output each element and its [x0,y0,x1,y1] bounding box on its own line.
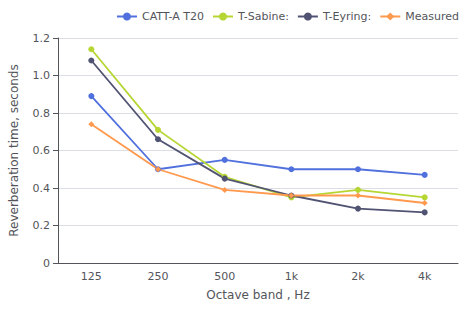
svg-text:250: 250 [148,270,169,283]
svg-text:Reverberation time, seconds: Reverberation time, seconds [7,64,21,236]
svg-text:Measured: Measured [405,10,459,23]
svg-text:T-Sabine:: T-Sabine: [237,10,289,23]
svg-text:T-Eyring:: T-Eyring: [322,10,371,23]
svg-text:1k: 1k [285,270,299,283]
svg-text:Octave band , Hz: Octave band , Hz [206,288,309,302]
svg-text:2k: 2k [351,270,365,283]
svg-text:500: 500 [214,270,235,283]
svg-text:0.4: 0.4 [33,182,51,195]
svg-text:125: 125 [81,270,102,283]
svg-text:1.0: 1.0 [33,69,51,82]
svg-text:4k: 4k [418,270,432,283]
svg-text:0: 0 [43,257,50,270]
svg-text:0.2: 0.2 [33,219,51,232]
svg-text:0.6: 0.6 [33,144,51,157]
svg-text:CATT-A T20: CATT-A T20 [142,10,204,23]
svg-text:1.2: 1.2 [33,32,51,45]
svg-text:0.8: 0.8 [33,107,51,120]
